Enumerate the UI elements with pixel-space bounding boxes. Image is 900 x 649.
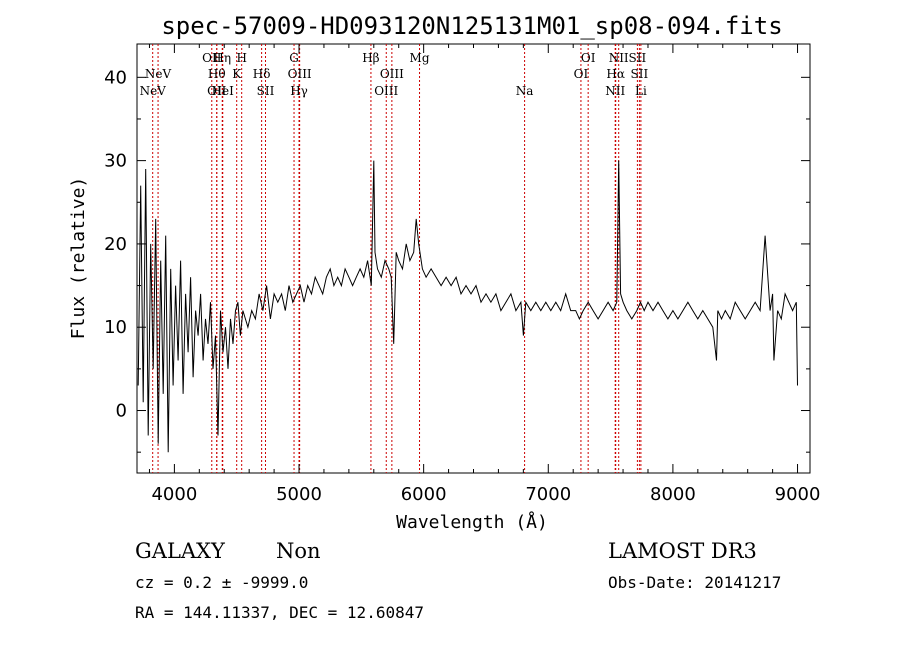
emission-line-label: SII (257, 84, 275, 98)
emission-line-label: Hα (606, 67, 625, 81)
subclass-label: Non (276, 539, 321, 563)
coordinates-label: RA = 144.11337, DEC = 12.60847 (135, 603, 424, 622)
line-labels: NeVNeVOIIOIIHθHηHeIKHHδSIIGOIIIHγHβOIIIO… (140, 51, 649, 98)
emission-line-label: SII (629, 51, 647, 65)
x-tick-label: 4000 (151, 484, 197, 505)
emission-line-label: K (232, 67, 242, 81)
chart-title: spec-57009-HD093120N125131M01_sp08-094.f… (161, 12, 782, 40)
plot-frame (136, 43, 811, 474)
x-tick-label: 5000 (276, 484, 322, 505)
emission-line-label: OIII (374, 84, 398, 98)
y-axis-label: Flux (relative) (68, 177, 89, 340)
emission-line-label: NeV (145, 67, 172, 81)
emission-line-label: OIII (380, 67, 404, 81)
x-tick-label: 6000 (401, 484, 447, 505)
emission-line-label: Hδ (253, 67, 271, 81)
emission-line-label: Hβ (362, 51, 379, 65)
emission-line-label: Hγ (290, 84, 308, 98)
emission-line-label: H (236, 51, 246, 65)
emission-line-label: NII (609, 51, 629, 65)
redshift-label: cz = 0.2 ± -9999.0 (135, 573, 308, 592)
y-tick-label: 10 (104, 317, 127, 338)
emission-line-label: OII (207, 84, 227, 98)
x-tick-label: 7000 (525, 484, 571, 505)
emission-line-label: OIII (288, 67, 312, 81)
y-tick-label: 20 (104, 234, 127, 255)
x-tick-label: 9000 (775, 484, 821, 505)
emission-line-label: NII (605, 84, 625, 98)
emission-line-label: OI (581, 51, 596, 65)
emission-line-label: Na (516, 84, 534, 98)
emission-line-label: G (289, 51, 299, 65)
emission-line-label: Hθ (208, 67, 226, 81)
emission-line-label: Li (635, 84, 647, 98)
obs-date-label: Obs-Date: 20141217 (608, 573, 781, 592)
survey-label: LAMOST DR3 (608, 539, 757, 563)
y-tick-label: 40 (104, 67, 127, 88)
x-axis-label: Wavelength (Å) (396, 511, 548, 533)
y-tick-label: 30 (104, 151, 127, 172)
y-tick-label: 0 (116, 401, 127, 422)
classification-label: GALAXY (135, 539, 226, 563)
y-axis-ticks: 0 10 20 30 40 (104, 67, 810, 453)
emission-line-label: SII (631, 67, 649, 81)
x-tick-label: 8000 (650, 484, 696, 505)
emission-line-label: OI (574, 67, 589, 81)
x-axis-ticks: 4000 5000 6000 7000 8000 9000 (148, 44, 821, 505)
emission-line-label: HeI (212, 84, 235, 98)
emission-line-label: OII (202, 51, 222, 65)
emission-line-label: NeV (140, 84, 167, 98)
emission-line-label: Hη (213, 51, 231, 65)
emission-line-label: Mg (410, 51, 430, 65)
emission-lines (152, 44, 642, 473)
spectrum-line (137, 160, 798, 453)
